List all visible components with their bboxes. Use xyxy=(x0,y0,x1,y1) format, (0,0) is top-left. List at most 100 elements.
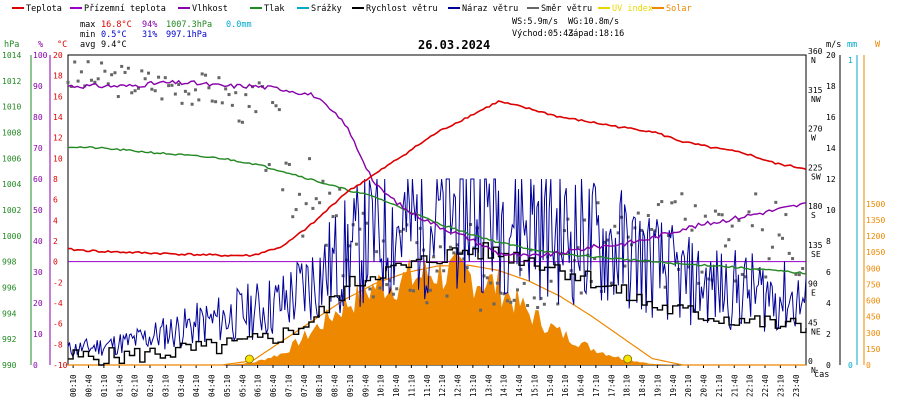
legend-label-6: Náraz větru xyxy=(462,4,518,14)
left-axes: 9909929949969981000100210041006100810101… xyxy=(2,51,68,370)
time-tick-24: 12:10 xyxy=(438,374,447,397)
wind-direction-point xyxy=(489,281,493,285)
time-tick-32: 16:10 xyxy=(561,374,570,397)
ms-tick-9: 18 xyxy=(826,82,836,91)
wind-direction-point xyxy=(522,281,526,285)
wind-direction-point xyxy=(365,221,369,225)
wind-direction-point xyxy=(663,285,667,289)
wind-direction-point xyxy=(613,224,617,228)
time-tick-10: 05:10 xyxy=(223,374,232,397)
time-tick-3: 01:40 xyxy=(115,374,124,397)
wind-direction-point xyxy=(183,89,187,93)
wind-direction-point xyxy=(606,238,610,242)
hpa-tick-11: 1012 xyxy=(2,77,21,86)
series-tlak xyxy=(67,145,806,275)
wind-direction-point xyxy=(690,228,694,232)
wind-direction-point xyxy=(116,95,120,99)
celsius-tick-14: 18 xyxy=(53,72,63,81)
wind-direction-point xyxy=(408,288,412,292)
ms-tick-6: 12 xyxy=(826,175,836,184)
sunrise: Východ:05:43 xyxy=(512,29,573,39)
wind-direction-points xyxy=(66,60,805,312)
stats-avg-label: avg xyxy=(80,40,95,50)
wind-direction-point xyxy=(754,192,758,196)
wind-direction-point xyxy=(445,294,449,298)
direction-label-2: E xyxy=(811,289,816,298)
uv-marker-evening xyxy=(623,354,633,364)
wind-direction-point xyxy=(646,214,650,218)
wind-direction-point xyxy=(650,227,654,231)
wind-direction-point xyxy=(204,73,208,77)
uv-marker-morning xyxy=(245,354,254,364)
wind-direction-point xyxy=(784,213,788,217)
w-tick-4: 600 xyxy=(866,297,881,306)
wind-direction-point xyxy=(220,101,224,105)
wind-direction-point xyxy=(86,60,90,64)
time-tick-8: 04:10 xyxy=(192,374,201,397)
wind-direction-point xyxy=(143,77,147,81)
wind-direction-point xyxy=(616,231,620,235)
wind-direction-point xyxy=(157,75,161,79)
celsius-tick-5: 0 xyxy=(53,258,58,267)
celsius-tick-12: 14 xyxy=(53,113,63,122)
wind-direction-point xyxy=(210,99,214,103)
stats-min-temp: 0.5°C xyxy=(101,30,127,40)
wind-direction-point xyxy=(744,275,748,279)
hpa-tick-7: 1004 xyxy=(2,180,21,189)
wind-direction-point xyxy=(297,192,301,196)
wind-direction-point xyxy=(502,292,506,296)
direction-label-4: S xyxy=(811,211,816,220)
time-tick-7: 03:40 xyxy=(177,374,186,397)
wind-direction-point xyxy=(482,274,486,278)
time-tick-43: 21:40 xyxy=(730,374,739,397)
percent-tick-6: 60 xyxy=(33,175,43,184)
percent-tick-3: 30 xyxy=(33,268,43,277)
series-vlhkost xyxy=(67,79,807,258)
time-tick-47: 23:40 xyxy=(792,374,801,397)
wind-direction-point xyxy=(311,206,315,210)
direction-label-6: W xyxy=(811,134,816,143)
wind-direction-point xyxy=(244,93,248,97)
wind-direction-point xyxy=(207,86,211,90)
wind-direction-point xyxy=(167,84,171,88)
wind-direction-point xyxy=(180,101,184,105)
time-tick-18: 09:10 xyxy=(346,374,355,397)
time-tick-26: 13:10 xyxy=(469,374,478,397)
celsius-tick-1: -8 xyxy=(53,340,63,349)
wind-direction-point xyxy=(626,235,630,239)
direction-label-3: SE xyxy=(811,250,821,259)
wind-direction-point xyxy=(787,251,791,255)
wind-direction-point xyxy=(794,272,798,276)
wind-direction-point xyxy=(687,265,691,269)
axis-title-w: W xyxy=(875,40,881,50)
percent-tick-7: 70 xyxy=(33,144,43,153)
wind-direction-point xyxy=(93,80,97,84)
wind-direction-point xyxy=(640,228,644,232)
wind-direction-point xyxy=(546,255,550,259)
wind-direction-point xyxy=(371,295,375,299)
legend-label-7: Směr větru xyxy=(541,4,592,14)
time-tick-13: 06:40 xyxy=(269,374,278,397)
time-tick-30: 15:10 xyxy=(530,374,539,397)
wind-direction-point xyxy=(103,69,107,73)
wind-direction-point xyxy=(79,70,83,74)
time-tick-21: 10:40 xyxy=(392,374,401,397)
wind-direction-point xyxy=(368,287,372,291)
wind-direction-point xyxy=(197,98,201,102)
wind-direction-point xyxy=(438,245,442,249)
percent-tick-0: 0 xyxy=(33,361,38,370)
time-tick-1: 00:40 xyxy=(85,374,94,397)
wind-direction-point xyxy=(750,224,754,228)
wind-direction-point xyxy=(344,258,348,262)
axis-title-time: čas xyxy=(814,369,829,380)
wind-direction-point xyxy=(666,234,670,238)
wind-direction-point xyxy=(328,191,332,195)
stats-max-temp: 16.8°C xyxy=(101,20,132,30)
celsius-tick-0: -10 xyxy=(53,361,68,370)
wind-direction-point xyxy=(254,110,258,114)
wind-direction-point xyxy=(284,161,288,165)
wind-direction-point xyxy=(526,304,530,308)
wind-direction-point xyxy=(737,218,741,222)
wind-direction-point xyxy=(291,215,295,219)
